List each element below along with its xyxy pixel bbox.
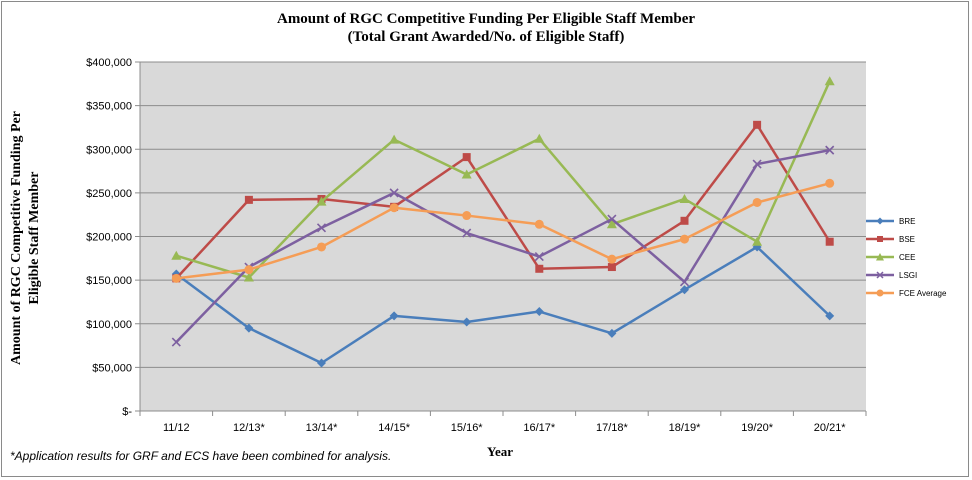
legend-label-bse: BSE <box>899 234 916 244</box>
chart-subtitle: (Total Grant Awarded/No. of Eligible Sta… <box>347 29 625 45</box>
x-tick-label: 14/15* <box>378 422 411 434</box>
chart-title: Amount of RGC Competitive Funding Per El… <box>0 10 972 46</box>
x-tick-label: 16/17* <box>523 422 556 434</box>
legend-label-bre: BRE <box>899 216 916 226</box>
data-point-bse <box>462 153 471 162</box>
series-line-fce-average <box>176 182 831 280</box>
legend-label-fce-average: FCE Average <box>899 288 947 298</box>
y-tick-label: $250,000 <box>86 188 132 200</box>
legend-item-cee: CEE <box>866 248 946 266</box>
legend-label-cee: CEE <box>899 252 916 262</box>
data-point-bre <box>534 307 544 317</box>
legend-item-bre: BRE <box>866 212 946 230</box>
x-tick-label: 20/21* <box>814 422 847 434</box>
data-point-fce-average <box>607 254 617 264</box>
y-tick-label: $200,000 <box>86 232 132 244</box>
legend: BRE BSE CEE LSGI FCE Average <box>866 212 946 302</box>
data-point-cee <box>534 133 545 143</box>
data-point-cee <box>316 196 327 206</box>
legend-swatch-cee <box>866 253 894 261</box>
x-tick-label: 19/20* <box>741 422 774 434</box>
y-tick-label: $350,000 <box>86 101 132 113</box>
data-point-bre <box>462 317 472 327</box>
data-point-bre <box>389 311 399 321</box>
data-point-lsgi <box>462 228 472 238</box>
x-tick-label: 13/14* <box>306 422 339 434</box>
data-point-fce-average <box>680 234 689 244</box>
legend-swatch-fce-average <box>866 289 894 297</box>
series-line-lsgi <box>175 148 830 343</box>
series-line-bre <box>175 245 831 365</box>
footnote: *Application results for GRF and ECS hav… <box>10 449 392 463</box>
data-point-fce-average <box>825 178 835 188</box>
data-point-fce-average <box>244 265 254 275</box>
x-tick-label: 18/19* <box>669 422 702 434</box>
data-point-lsgi <box>316 223 327 233</box>
y-tick-label: $100,000 <box>86 319 132 331</box>
data-point-bse <box>535 264 544 273</box>
series-line-bse <box>175 123 831 280</box>
legend-swatch-bre <box>866 217 894 225</box>
data-point-fce-average <box>171 273 181 283</box>
x-tick-label: 11/12 <box>163 422 190 434</box>
legend-item-lsgi: LSGI <box>866 266 946 284</box>
y-tick-label: $150,000 <box>86 275 132 287</box>
data-point-lsgi <box>752 159 762 169</box>
data-point-cee <box>679 193 690 203</box>
data-point-cee <box>171 250 182 260</box>
data-point-lsgi <box>607 214 617 224</box>
legend-item-bse: BSE <box>866 230 946 248</box>
data-point-lsgi <box>389 188 399 198</box>
data-point-fce-average <box>534 219 544 229</box>
legend-swatch-lsgi <box>866 271 894 279</box>
data-point-cee <box>824 76 835 86</box>
data-point-fce-average <box>389 203 399 213</box>
legend-label-lsgi: LSGI <box>899 270 918 280</box>
data-point-bre <box>607 328 617 338</box>
x-tick-label: 15/16* <box>451 422 484 434</box>
data-point-bse <box>680 216 689 225</box>
data-point-fce-average <box>462 211 472 221</box>
data-point-cee <box>461 169 472 179</box>
data-point-cee <box>752 236 763 246</box>
data-point-bse <box>753 120 762 129</box>
data-point-bre <box>317 358 326 368</box>
x-tick-label: 17/18* <box>596 422 629 434</box>
y-tick-label: $400,000 <box>86 57 132 69</box>
data-point-bse <box>825 237 834 246</box>
x-tick-label: 12/13* <box>233 422 266 434</box>
y-tick-label: $300,000 <box>86 144 132 156</box>
data-point-cee <box>389 134 400 144</box>
y-tick-label: $- <box>122 406 132 418</box>
data-point-cee <box>243 272 254 282</box>
data-point-bse <box>244 195 253 204</box>
data-point-lsgi <box>171 337 181 347</box>
data-point-lsgi <box>534 252 544 262</box>
legend-item-fce-average: FCE Average <box>866 284 946 302</box>
data-point-lsgi <box>679 277 690 287</box>
data-point-bre <box>244 323 254 333</box>
data-point-bre <box>825 311 835 321</box>
data-point-fce-average <box>752 197 762 207</box>
data-point-bse <box>607 263 616 272</box>
data-point-cee <box>606 219 617 229</box>
x-axis-label: Year <box>487 444 513 459</box>
legend-swatch-bse <box>866 236 894 242</box>
data-point-bre <box>680 285 689 295</box>
data-point-fce-average <box>317 242 326 252</box>
chart-title-main: Amount of RGC Competitive Funding Per El… <box>276 11 696 27</box>
data-point-lsgi <box>825 145 835 155</box>
y-tick-label: $50,000 <box>92 362 132 374</box>
